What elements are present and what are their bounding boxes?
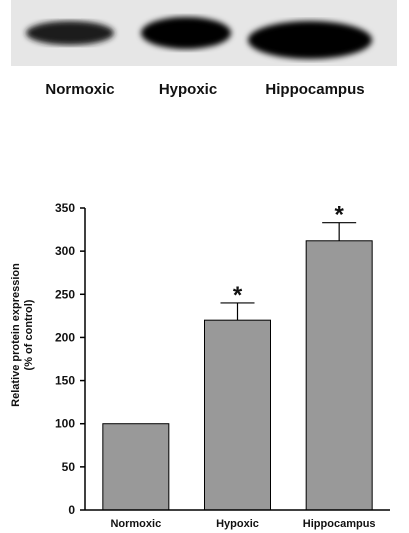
blot-band-hypoxic <box>141 17 231 49</box>
blot-band-hippocampus <box>248 21 372 59</box>
significance-marks: ** <box>233 202 345 309</box>
x-tick-label-normoxic: Normoxic <box>110 518 161 530</box>
blot-band-normoxic <box>26 21 114 45</box>
y-tick-label: 150 <box>55 374 75 388</box>
y-tick-label: 0 <box>68 503 75 517</box>
significance-asterisk-hippocampus: * <box>334 202 344 229</box>
bar-normoxic <box>102 423 170 511</box>
bar-hypoxic <box>204 319 271 511</box>
blot-label-hypoxic: Hypoxic <box>159 81 217 98</box>
blot-label-normoxic: Normoxic <box>45 81 114 98</box>
y-tick-label: 200 <box>55 330 75 344</box>
y-tick-label: 100 <box>55 417 75 431</box>
blot-label-hippocampus: Hippocampus <box>265 81 364 98</box>
significance-asterisk-hypoxic: * <box>233 282 243 309</box>
western-blot <box>11 0 397 66</box>
y-axis-title-line-1: Relative protein expression <box>10 263 22 407</box>
x-tick-label-hippocampus: Hippocampus <box>303 518 376 530</box>
y-tick-label: 300 <box>55 244 75 258</box>
y-tick-label: 350 <box>55 201 75 215</box>
x-axis-labels: Normoxic Hypoxic Hippocampus <box>110 518 375 530</box>
y-tick-label: 50 <box>62 460 76 474</box>
y-tick-label: 250 <box>55 287 75 301</box>
y-axis-ticks: 0 50 100 150 200 250 300 350 <box>55 201 85 517</box>
bar-hippocampus <box>305 240 373 511</box>
error-bars <box>220 222 357 321</box>
x-tick-label-hypoxic: Hypoxic <box>216 518 259 530</box>
y-axis-title-line-2: (% of control) <box>23 299 35 370</box>
bars <box>102 240 373 511</box>
